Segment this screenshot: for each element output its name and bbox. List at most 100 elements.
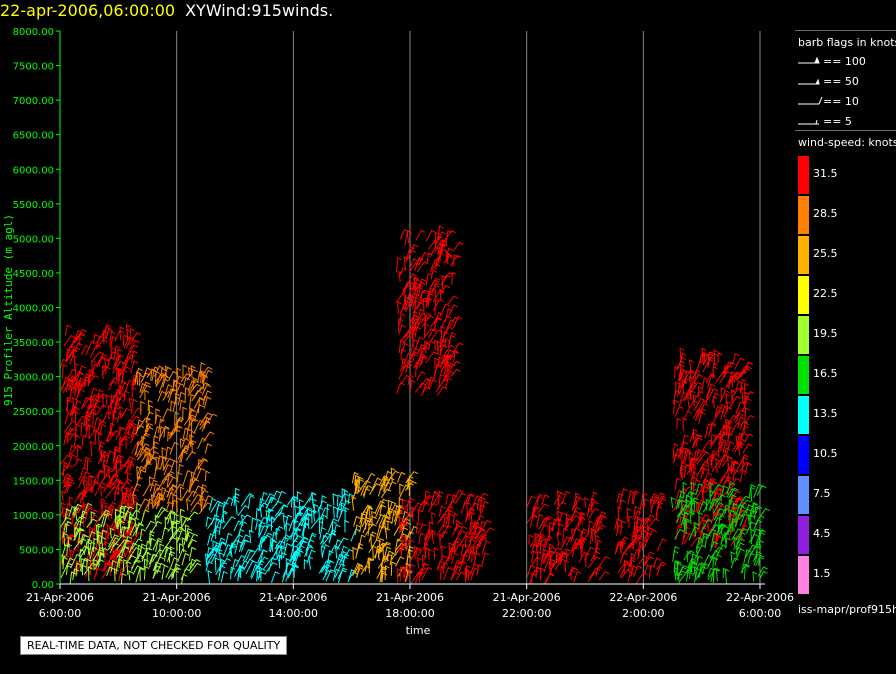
wind-barb (164, 383, 173, 396)
wind-barb (105, 394, 111, 406)
wind-barb (417, 523, 428, 534)
wind-barb (526, 495, 536, 507)
wind-barb (656, 495, 667, 504)
wind-barb (95, 524, 101, 540)
wind-barb (706, 458, 712, 472)
wind-barb (292, 547, 303, 561)
wind-barb (319, 532, 331, 545)
wind-barb (197, 371, 204, 383)
wind-barb (587, 501, 599, 514)
wind-barb (169, 545, 175, 557)
wind-barb (436, 340, 442, 355)
wind-barb (132, 483, 142, 494)
wind-barb (122, 525, 129, 537)
wind-barb (433, 316, 442, 330)
wind-barb (322, 534, 328, 548)
wind-barb (739, 499, 751, 510)
wind-barb (442, 326, 454, 339)
wind-barb (737, 432, 744, 443)
wind-barb (753, 484, 763, 499)
wind-barb (715, 535, 723, 549)
flag-label-10: == 10 (823, 95, 859, 108)
wind-barb (226, 544, 238, 558)
speed-swatch-label: 1.5 (813, 567, 831, 580)
wind-barb (417, 557, 423, 569)
wind-barb (167, 388, 177, 403)
wind-barb (295, 536, 309, 548)
wind-barb (472, 495, 482, 506)
wind-barb (340, 502, 346, 515)
wind-barb (103, 464, 110, 480)
wind-barb (66, 428, 77, 438)
wind-barb (443, 255, 454, 264)
wind-barb (682, 481, 688, 498)
wind-barb (686, 561, 698, 574)
wind-barb (641, 539, 648, 551)
wind-barb (344, 506, 350, 523)
wind-barb (274, 504, 288, 517)
wind-barb (322, 569, 333, 581)
wind-barb (102, 512, 112, 528)
wind-barb (144, 389, 150, 401)
wind-barb (119, 326, 125, 341)
wind-barb (411, 297, 421, 310)
wind-barb (124, 461, 134, 475)
wind-barb (150, 493, 156, 508)
wind-barb (417, 563, 430, 575)
wind-barb (689, 457, 696, 470)
wind-barb (682, 417, 688, 432)
wind-barb (723, 502, 735, 516)
wind-barb (414, 326, 422, 337)
wind-barb (242, 549, 253, 562)
wind-barb (479, 497, 487, 511)
wind-barb (570, 569, 576, 581)
wind-barb (643, 556, 655, 567)
wind-barb (88, 530, 96, 543)
wind-barbs (59, 225, 770, 584)
wind-barb (387, 520, 393, 531)
wind-barb (62, 544, 70, 556)
wind-barb (186, 511, 199, 522)
wind-barb (229, 545, 235, 558)
wind-barb (689, 497, 699, 512)
wind-barb (748, 484, 756, 499)
wind-barb (728, 528, 736, 540)
wind-barb (369, 483, 381, 495)
wind-barb (686, 550, 692, 562)
wind-barb (432, 298, 444, 311)
wind-barb (723, 447, 731, 461)
wind-barb (715, 567, 721, 582)
barb-series (351, 467, 419, 583)
speed-swatch-label: 16.5 (813, 367, 838, 380)
wind-barb (116, 516, 126, 530)
wind-barb (589, 529, 597, 544)
wind-barb (714, 554, 722, 566)
wind-barb (683, 390, 696, 402)
wind-barb (205, 549, 219, 561)
wind-barb (168, 552, 174, 563)
wind-barb (375, 514, 386, 525)
wind-barb (455, 571, 466, 581)
wind-barb (108, 380, 118, 391)
wind-barb (186, 428, 193, 439)
wind-barb (638, 555, 649, 565)
wind-barb (617, 506, 623, 519)
wind-barb (120, 526, 127, 537)
wind-barb (623, 559, 629, 575)
wind-barb (298, 540, 308, 551)
wind-barb (66, 543, 72, 556)
wind-barb (320, 545, 326, 559)
wind-barb (433, 547, 439, 560)
wind-barb (69, 404, 78, 416)
wind-barb (480, 527, 495, 540)
wind-barb (380, 488, 392, 499)
wind-barb (62, 556, 68, 570)
wind-barb (403, 256, 409, 270)
wind-barb (717, 513, 725, 529)
wind-barb (186, 527, 193, 542)
wind-barb (528, 534, 534, 545)
wind-barb (714, 404, 727, 418)
wind-barb (445, 251, 451, 264)
wind-barb (710, 532, 719, 548)
wind-barb (414, 382, 427, 393)
